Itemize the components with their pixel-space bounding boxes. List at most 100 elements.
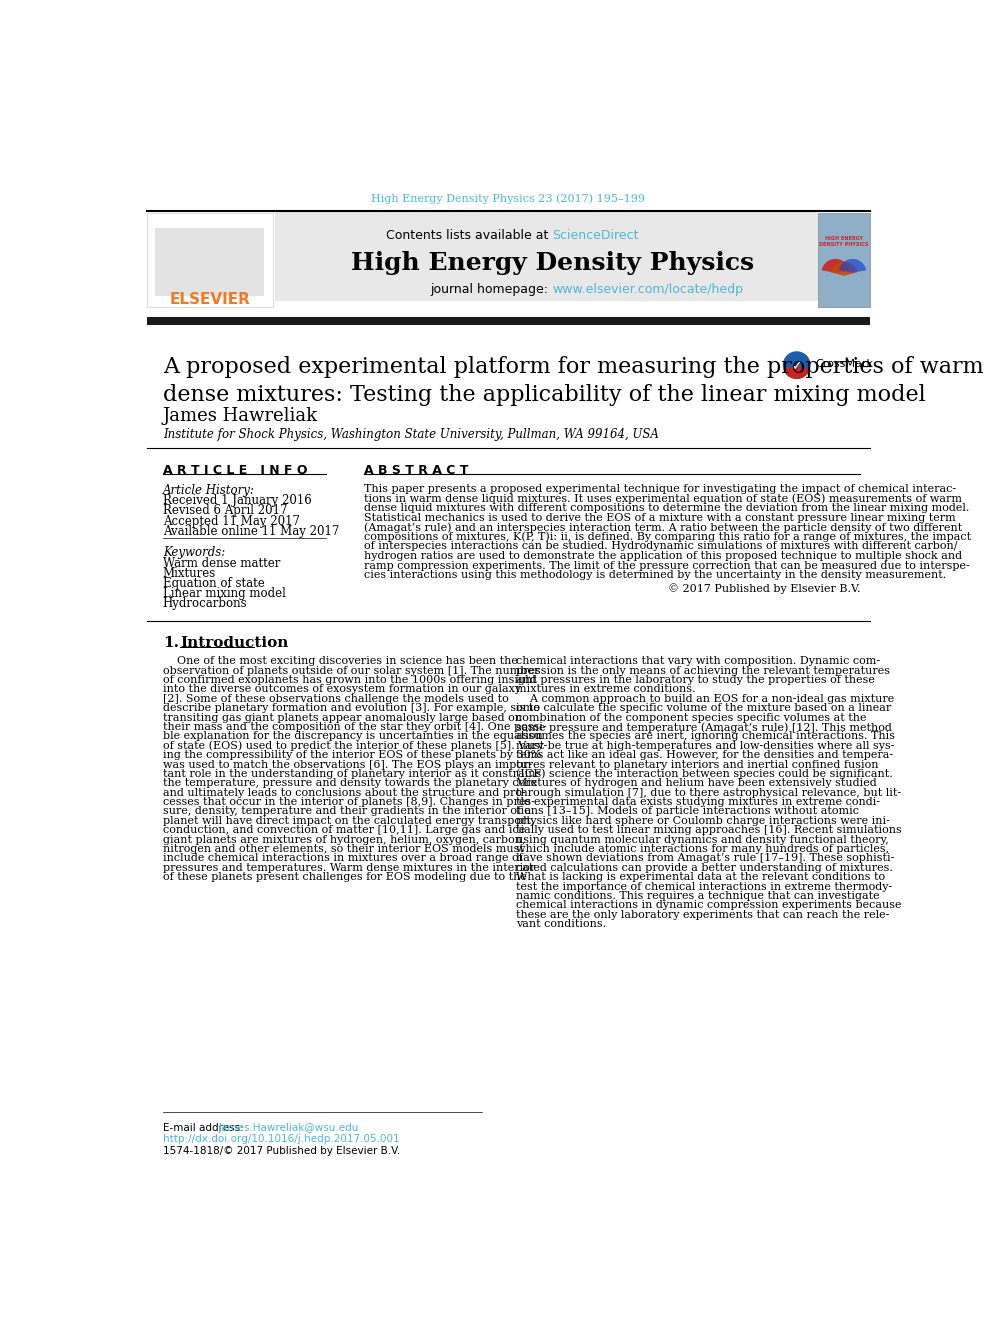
Text: of these planets present challenges for EOS modeling due to the: of these planets present challenges for … [163,872,527,882]
Text: journal homepage:: journal homepage: [431,283,553,296]
Text: mixtures in extreme conditions.: mixtures in extreme conditions. [516,684,695,695]
Bar [147,316,870,325]
Text: ScienceDirect: ScienceDirect [553,229,639,242]
Bar [155,228,264,296]
Text: was used to match the observations [6]. The EOS plays an impor-: was used to match the observations [6]. … [163,759,532,770]
Text: James.Hawreliak@wsu.edu: James.Hawreliak@wsu.edu [218,1123,359,1132]
Text: Linear mixing model: Linear mixing model [163,587,286,599]
Text: Hydrocarbons: Hydrocarbons [163,597,247,610]
Text: This paper presents a proposed experimental technique for investigating the impa: This paper presents a proposed experimen… [364,484,956,493]
Bar [147,213,273,307]
Wedge shape [784,365,809,378]
Text: sure, density, temperature and their gradients in the interior of a: sure, density, temperature and their gra… [163,807,531,816]
Text: have shown deviations from Amagat’s rule [17–19]. These sophisti-: have shown deviations from Amagat’s rule… [516,853,895,864]
Text: Mixtures: Mixtures [163,566,216,579]
Text: which include atomic interactions for many hundreds of particles,: which include atomic interactions for ma… [516,844,889,855]
Text: 1.: 1. [163,636,179,650]
Text: pressures and temperatures. Warm dense mixtures in the interior: pressures and temperatures. Warm dense m… [163,863,535,873]
Bar [817,213,870,307]
Wedge shape [839,259,866,273]
Text: their mass and the composition of the star they orbit [4]. One possi-: their mass and the composition of the st… [163,722,547,732]
Text: dense liquid mixtures with different compositions to determine the deviation fro: dense liquid mixtures with different com… [364,503,969,513]
Text: A R T I C L E   I N F O: A R T I C L E I N F O [163,463,308,476]
Text: High Energy Density Physics 23 (2017) 195–199: High Energy Density Physics 23 (2017) 19… [371,193,646,204]
Text: conduction, and convection of matter [10,11]. Large gas and ice: conduction, and convection of matter [10… [163,826,525,835]
Text: Equation of state: Equation of state [163,577,265,590]
Text: these are the only laboratory experiments that can reach the rele-: these are the only laboratory experiment… [516,910,890,919]
Text: compositions of mixtures, K(P, T)i: ii, is defined. By comparing this ratio for : compositions of mixtures, K(P, T)i: ii, … [364,532,971,542]
Circle shape [783,352,810,378]
Text: CrossMark: CrossMark [815,359,873,369]
Text: chemical interactions that vary with composition. Dynamic com-: chemical interactions that vary with com… [516,656,880,667]
Text: and pressures in the laboratory to study the properties of these: and pressures in the laboratory to study… [516,675,875,685]
Text: A B S T R A C T: A B S T R A C T [364,463,468,476]
Text: include chemical interactions in mixtures over a broad range of: include chemical interactions in mixture… [163,853,523,864]
Text: of confirmed exoplanets has grown into the 1000s offering insight: of confirmed exoplanets has grown into t… [163,675,537,685]
Text: test the importance of chemical interactions in extreme thermody-: test the importance of chemical interact… [516,881,893,892]
Text: What is lacking is experimental data at the relevant conditions to: What is lacking is experimental data at … [516,872,885,882]
Text: One of the most exciting discoveries in science has been the: One of the most exciting discoveries in … [163,656,518,667]
Text: James Hawreliak: James Hawreliak [163,406,317,425]
Text: HIGH ENERGY
DENSITY PHYSICS: HIGH ENERGY DENSITY PHYSICS [819,235,869,247]
Text: physics like hard sphere or Coulomb charge interactions were ini-: physics like hard sphere or Coulomb char… [516,816,890,826]
Text: chemical interactions in dynamic compression experiments because: chemical interactions in dynamic compres… [516,901,902,910]
Text: Warm dense matter: Warm dense matter [163,557,280,570]
Text: hydrogen ratios are used to demonstrate the application of this proposed techniq: hydrogen ratios are used to demonstrate … [364,552,962,561]
Text: nitrogen and other elements, so their interior EOS models must: nitrogen and other elements, so their in… [163,844,524,855]
Text: Revised 6 April 2017: Revised 6 April 2017 [163,504,288,517]
Text: ELSEVIER: ELSEVIER [170,292,250,307]
Text: © 2017 Published by Elsevier B.V.: © 2017 Published by Elsevier B.V. [668,583,860,594]
Text: vant conditions.: vant conditions. [516,919,606,929]
Text: observation of planets outside of our solar system [1]. The number: observation of planets outside of our so… [163,665,539,676]
Text: using quantum molecular dynamics and density functional theory,: using quantum molecular dynamics and den… [516,835,889,844]
Text: tions [13–15]. Models of particle interactions without atomic: tions [13–15]. Models of particle intera… [516,807,859,816]
Text: E-mail address:: E-mail address: [163,1123,247,1132]
Text: into the diverse outcomes of exosystem formation in our galaxy: into the diverse outcomes of exosystem f… [163,684,521,695]
Text: of interspecies interactions can be studied. Hydrodynamic simulations of mixture: of interspecies interactions can be stud… [364,541,957,552]
Wedge shape [821,259,849,273]
Text: cies interactions using this methodology is determined by the uncertainty in the: cies interactions using this methodology… [364,570,946,581]
Text: Accepted 11 May 2017: Accepted 11 May 2017 [163,515,300,528]
Text: ramp compression experiments. The limit of the pressure correction that can be m: ramp compression experiments. The limit … [364,561,970,570]
Text: ing the compressibility of the interior EOS of these planets by 30%: ing the compressibility of the interior … [163,750,541,761]
Text: A proposed experimental platform for measuring the properties of warm
dense mixt: A proposed experimental platform for mea… [163,356,983,406]
Text: planet will have direct impact on the calculated energy transport,: planet will have direct impact on the ca… [163,816,534,826]
Text: (Amagat’s rule) and an interspecies interaction term. A ratio between the partic: (Amagat’s rule) and an interspecies inte… [364,523,962,533]
Text: (ICF) science the interaction between species could be significant.: (ICF) science the interaction between sp… [516,769,893,779]
Text: pression is the only means of achieving the relevant temperatures: pression is the only means of achieving … [516,665,890,676]
Text: Article History:: Article History: [163,484,255,496]
Text: assumes the species are inert, ignoring chemical interactions. This: assumes the species are inert, ignoring … [516,732,895,741]
Text: namic conditions. This requires a technique that can investigate: namic conditions. This requires a techni… [516,890,880,901]
Text: www.elsevier.com/locate/hedp: www.elsevier.com/locate/hedp [553,283,744,296]
Text: describe planetary formation and evolution [3]. For example, some: describe planetary formation and evoluti… [163,703,540,713]
Text: ✓: ✓ [792,360,802,373]
Text: is to calculate the specific volume of the mixture based on a linear: is to calculate the specific volume of t… [516,703,892,713]
Text: and ultimately leads to conclusions about the structure and pro-: and ultimately leads to conclusions abou… [163,787,526,798]
Text: tions in warm dense liquid mixtures. It uses experimental equation of state (EOS: tions in warm dense liquid mixtures. It … [364,493,962,504]
Text: cesses that occur in the interior of planets [8,9]. Changes in pres-: cesses that occur in the interior of pla… [163,796,535,807]
Text: Contents lists available at: Contents lists available at [386,229,553,242]
Wedge shape [830,262,857,275]
Text: giant planets are mixtures of hydrogen, helium, oxygen, carbon,: giant planets are mixtures of hydrogen, … [163,835,525,844]
Text: Keywords:: Keywords: [163,546,225,560]
Text: tures relevant to planetary interiors and inertial confined fusion: tures relevant to planetary interiors an… [516,759,879,770]
Text: transiting gas giant planets appear anomalously large based on: transiting gas giant planets appear anom… [163,713,522,722]
Text: tle experimental data exists studying mixtures in extreme condi-: tle experimental data exists studying mi… [516,796,880,807]
Text: tant role in the understanding of planetary interior as it constrains: tant role in the understanding of planet… [163,769,541,779]
Bar [275,210,817,302]
Text: Institute for Shock Physics, Washington State University, Pullman, WA 99164, USA: Institute for Shock Physics, Washington … [163,429,659,442]
Text: High Energy Density Physics: High Energy Density Physics [351,251,754,275]
Text: must be true at high-temperatures and low-densities where all sys-: must be true at high-temperatures and lo… [516,741,895,750]
Text: tems act like an ideal gas. However, for the densities and tempera-: tems act like an ideal gas. However, for… [516,750,893,761]
Text: A common approach to build an EOS for a non-ideal gas mixture: A common approach to build an EOS for a … [516,693,895,704]
Text: Received 1 January 2016: Received 1 January 2016 [163,495,311,508]
Text: Available online 11 May 2017: Available online 11 May 2017 [163,524,339,537]
Text: tially used to test linear mixing approaches [16]. Recent simulations: tially used to test linear mixing approa… [516,826,902,835]
Text: Mixtures of hydrogen and helium have been extensively studied: Mixtures of hydrogen and helium have bee… [516,778,877,789]
Text: combination of the component species specific volumes at the: combination of the component species spe… [516,713,867,722]
Text: cated calculations can provide a better understanding of mixtures.: cated calculations can provide a better … [516,863,893,873]
Text: the temperature, pressure and density towards the planetary core: the temperature, pressure and density to… [163,778,537,789]
Text: Introduction: Introduction [180,636,288,650]
Text: Statistical mechanics is used to derive the EOS of a mixture with a constant pre: Statistical mechanics is used to derive … [364,512,956,523]
Text: through simulation [7], due to there astrophysical relevance, but lit-: through simulation [7], due to there ast… [516,787,902,798]
